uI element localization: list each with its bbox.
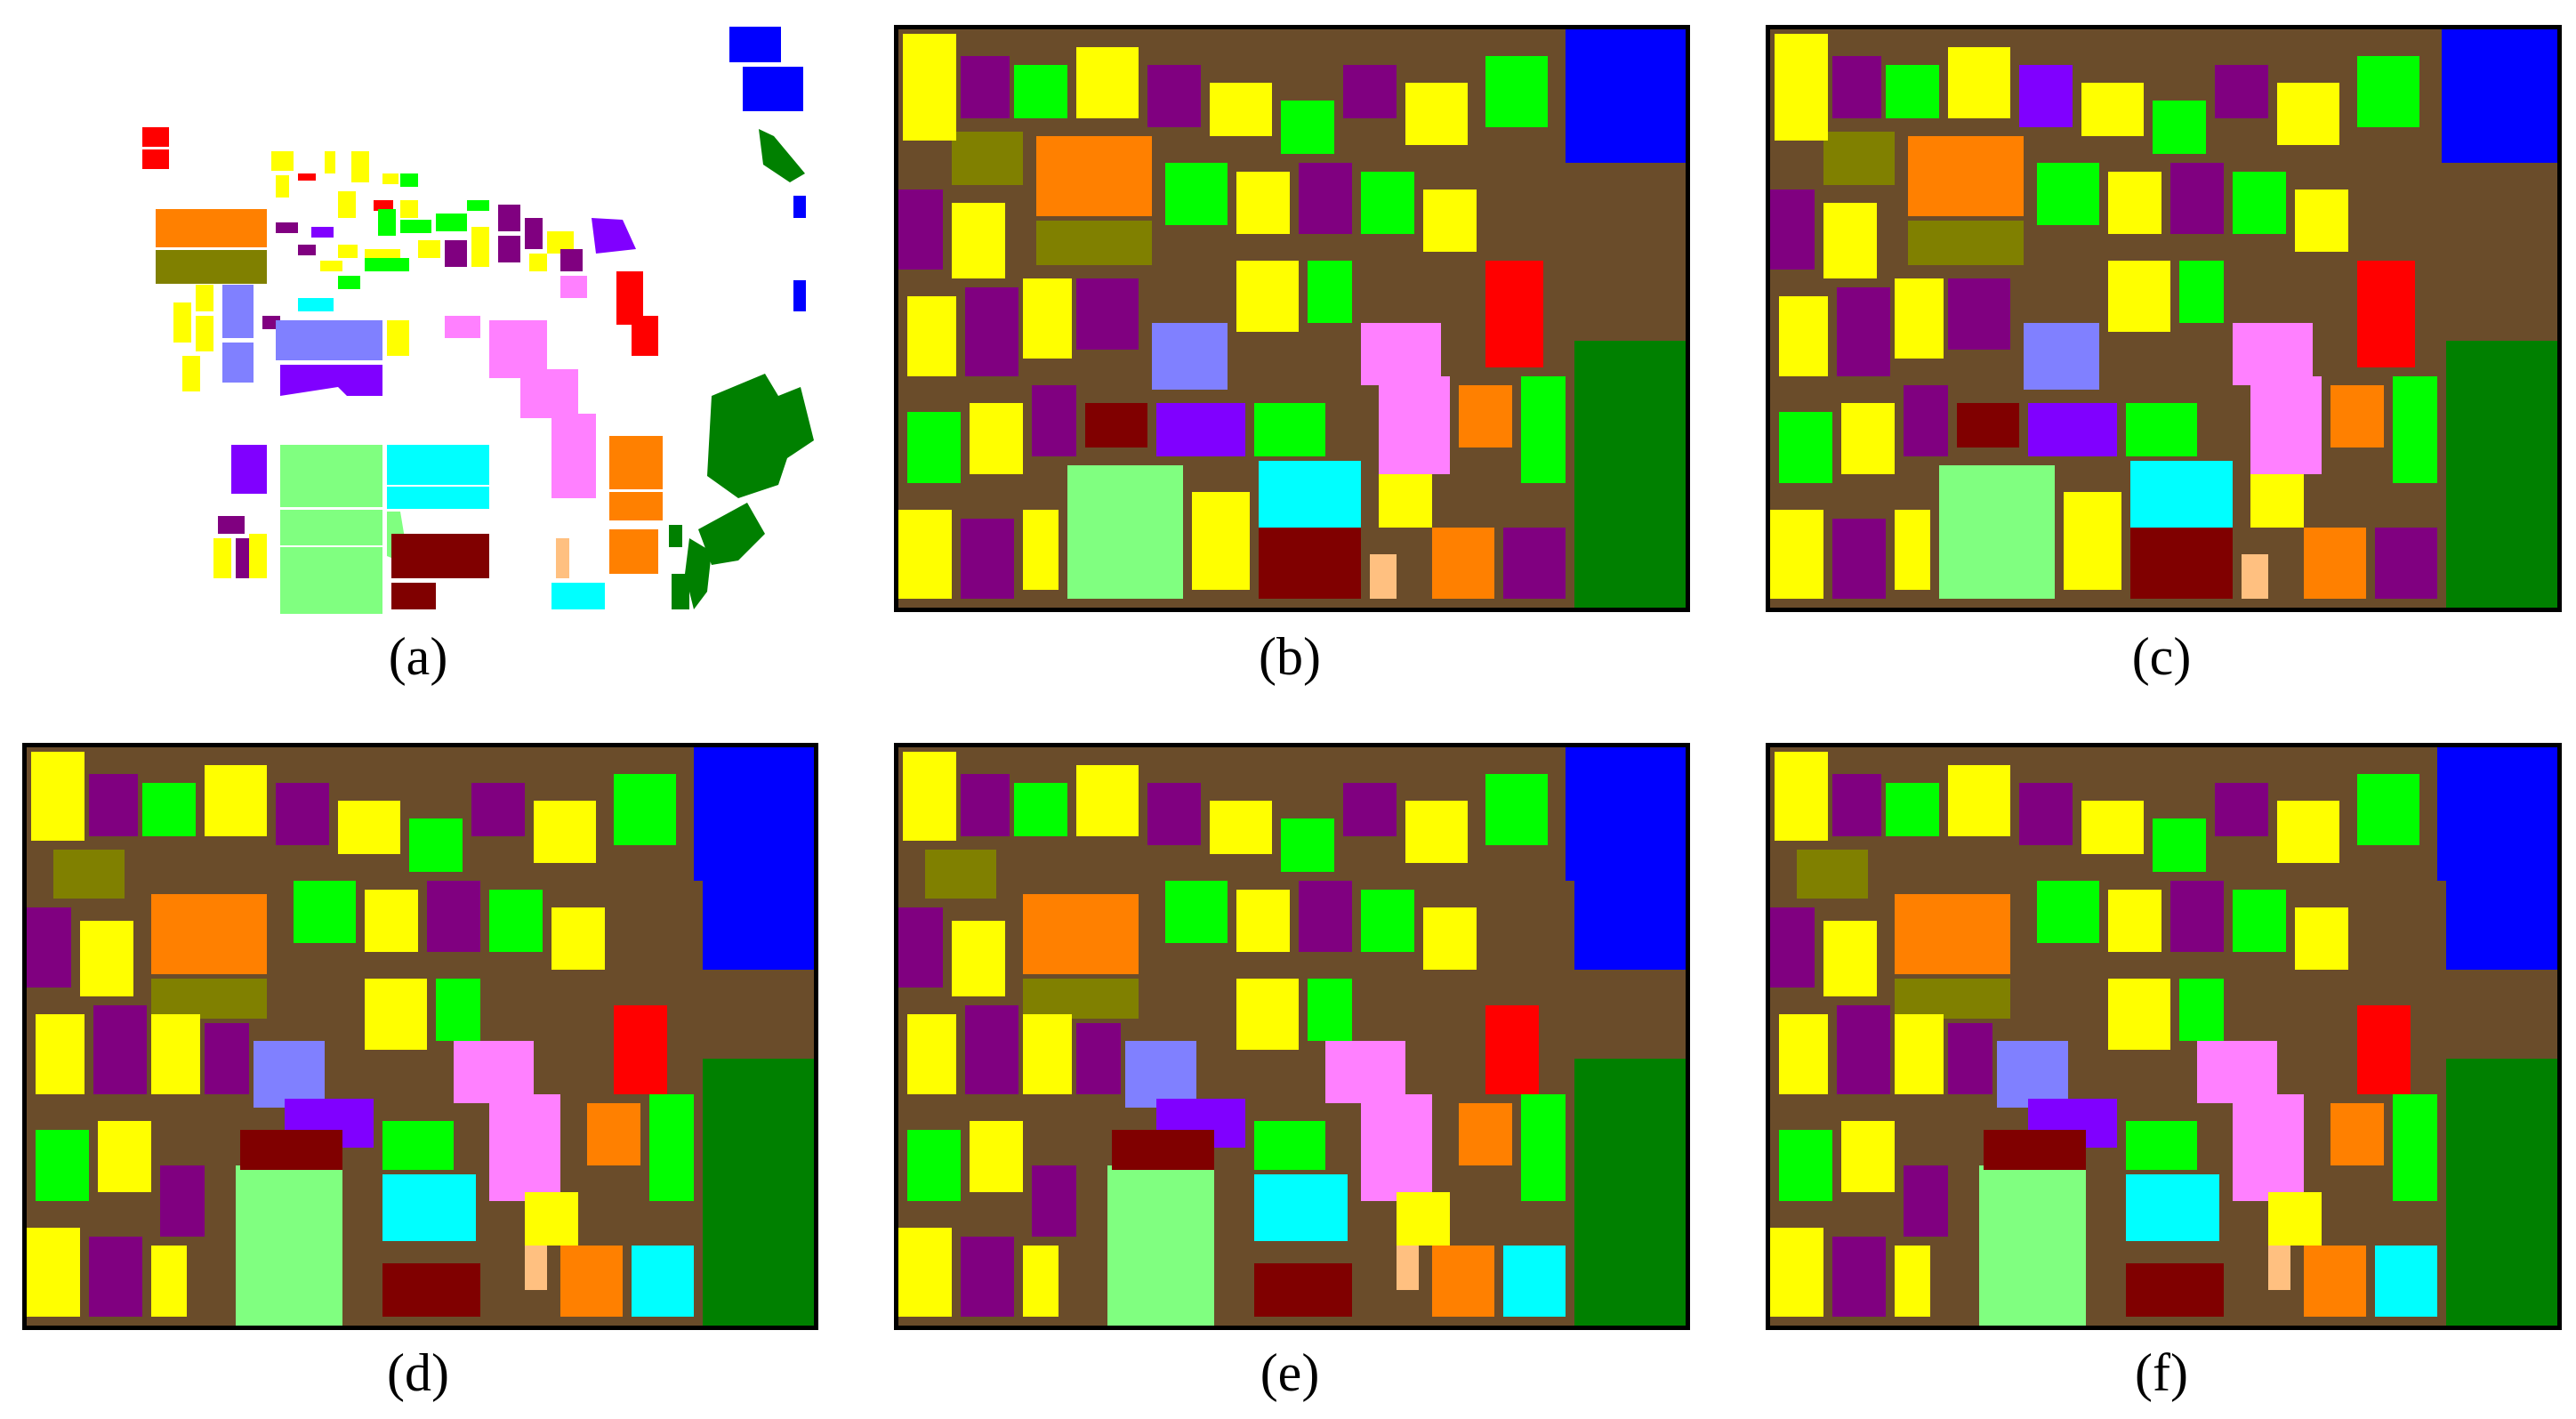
caption-c: (c): [2131, 627, 2192, 686]
caption-f: (f): [2135, 1343, 2188, 1402]
classification-regions-b: [898, 29, 1686, 608]
ground-truth-regions: [142, 27, 814, 614]
caption-d: (d): [387, 1343, 449, 1402]
caption-a: (a): [388, 627, 448, 686]
classification-regions-f: [1770, 747, 2557, 1326]
classification-map-d: [22, 743, 818, 1330]
classification-regions-e: [898, 747, 1686, 1326]
ground-truth-map: [142, 27, 814, 614]
classification-map-e: [894, 743, 1690, 1330]
classification-map-c: [1766, 25, 2562, 612]
caption-e: (e): [1260, 1343, 1320, 1402]
caption-b: (b): [1259, 627, 1321, 686]
classification-map-b: [894, 25, 1690, 612]
classification-regions-d: [27, 747, 814, 1326]
classification-map-f: [1766, 743, 2562, 1330]
classification-regions-c: [1770, 29, 2557, 608]
